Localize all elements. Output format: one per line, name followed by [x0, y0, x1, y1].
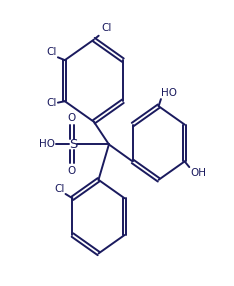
Text: Cl: Cl	[47, 98, 57, 108]
Text: Cl: Cl	[102, 23, 112, 33]
Text: HO: HO	[161, 88, 177, 98]
Text: HO: HO	[39, 139, 55, 149]
Text: O: O	[68, 166, 76, 176]
Text: S: S	[69, 138, 77, 151]
Text: O: O	[68, 113, 76, 123]
Text: Cl: Cl	[47, 47, 57, 57]
Text: OH: OH	[190, 168, 206, 178]
Text: Cl: Cl	[55, 184, 65, 194]
